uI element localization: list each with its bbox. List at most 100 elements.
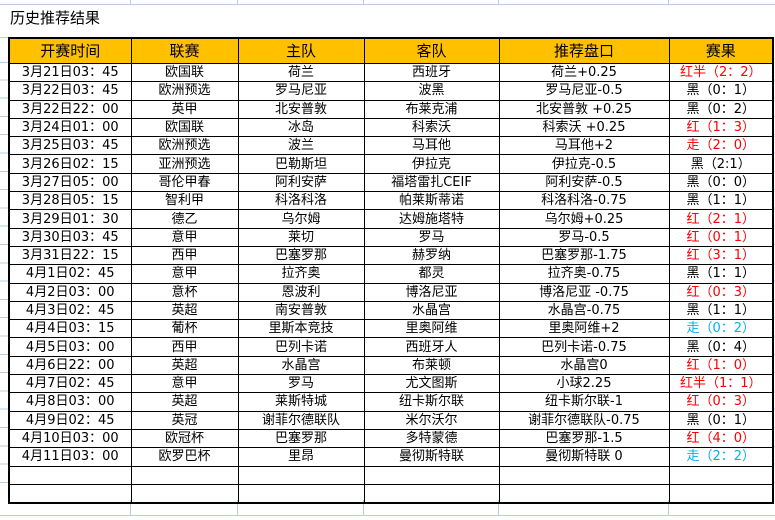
cell-result[interactable]: 黑（0：1） <box>668 81 774 101</box>
cell-result[interactable]: 黑（1：1） <box>668 300 774 321</box>
cell-league[interactable]: 欧国联 <box>130 117 239 138</box>
cell-away[interactable]: 都灵 <box>363 264 500 284</box>
cell-time[interactable]: 4月9日02：45 <box>8 410 132 430</box>
cell-home[interactable]: 南安普敦 <box>237 300 365 321</box>
cell-league[interactable]: 英超 <box>130 355 239 376</box>
cell-league[interactable]: 英超 <box>130 300 239 321</box>
cell-home[interactable]: 谢菲尔德联队 <box>237 410 365 430</box>
cell-home[interactable]: 恩波利 <box>237 282 365 302</box>
cell-league[interactable]: 亚洲预选 <box>130 154 239 174</box>
cell-empty[interactable] <box>130 483 239 504</box>
cell-empty[interactable] <box>363 483 500 504</box>
cell-time[interactable]: 4月7日02：45 <box>8 374 132 394</box>
cell-away[interactable]: 布莱克浦 <box>363 99 500 119</box>
cell-result[interactable]: 黑（0：2） <box>668 99 774 119</box>
cell-handicap[interactable]: 北安普敦 +0.25 <box>498 99 670 119</box>
cell-home[interactable]: 巴列卡诺 <box>237 337 365 357</box>
cell-time[interactable]: 4月5日03：00 <box>8 337 132 357</box>
cell-home[interactable]: 莱切 <box>237 227 365 247</box>
cell-home[interactable]: 科洛科洛 <box>237 191 365 211</box>
cell-handicap[interactable]: 纽卡斯尔联-1 <box>498 392 670 412</box>
cell-time[interactable]: 3月21日03：45 <box>8 62 132 83</box>
cell-home[interactable]: 荷兰 <box>237 62 365 83</box>
cell-time[interactable]: 3月30日03：45 <box>8 227 132 247</box>
cell-home[interactable]: 罗马尼亚 <box>237 81 365 101</box>
col-header-handicap[interactable]: 推荐盘口 <box>498 37 670 64</box>
cell-time[interactable]: 3月22日22：00 <box>8 99 132 119</box>
cell-league[interactable]: 意甲 <box>130 374 239 394</box>
cell-league[interactable]: 西甲 <box>130 337 239 357</box>
col-header-away[interactable]: 客队 <box>363 37 500 64</box>
cell-handicap[interactable]: 马耳他+2 <box>498 136 670 156</box>
cell-time[interactable]: 3月31日22：15 <box>8 245 132 266</box>
cell-result[interactable]: 黑（0：0） <box>668 172 774 193</box>
cell-home[interactable]: 巴塞罗那 <box>237 428 365 449</box>
cell-handicap[interactable]: 巴塞罗那-1.5 <box>498 428 670 449</box>
cell-away[interactable]: 马耳他 <box>363 136 500 156</box>
cell-away[interactable]: 布莱顿 <box>363 355 500 376</box>
cell-result[interactable]: 红（1：3） <box>668 117 774 138</box>
cell-away[interactable]: 科索沃 <box>363 117 500 138</box>
cell-away[interactable]: 罗马 <box>363 227 500 247</box>
cell-time[interactable]: 3月28日05：15 <box>8 191 132 211</box>
cell-away[interactable]: 伊拉克 <box>363 154 500 174</box>
cell-league[interactable]: 意甲 <box>130 227 239 247</box>
col-header-league[interactable]: 联赛 <box>130 37 239 64</box>
cell-result[interactable]: 走（2：2） <box>668 447 774 467</box>
cell-home[interactable]: 拉齐奥 <box>237 264 365 284</box>
cell-empty[interactable] <box>668 465 774 485</box>
cell-away[interactable]: 赫罗纳 <box>363 245 500 266</box>
cell-league[interactable]: 智利甲 <box>130 191 239 211</box>
cell-away[interactable]: 西班牙 <box>363 62 500 83</box>
cell-result[interactable]: 红半（1：1） <box>668 374 774 394</box>
cell-result[interactable]: 黑（2:1） <box>668 154 774 174</box>
cell-handicap[interactable]: 博洛尼亚 -0.75 <box>498 282 670 302</box>
cell-time[interactable]: 3月26日02：15 <box>8 154 132 174</box>
col-header-time[interactable]: 开赛时间 <box>8 37 132 64</box>
cell-handicap[interactable]: 科洛科洛-0.75 <box>498 191 670 211</box>
col-header-home[interactable]: 主队 <box>237 37 365 64</box>
cell-home[interactable]: 水晶宫 <box>237 355 365 376</box>
cell-time[interactable]: 3月29日01：30 <box>8 209 132 229</box>
cell-league[interactable]: 欧洲预选 <box>130 136 239 156</box>
cell-away[interactable]: 曼彻斯特联 <box>363 447 500 467</box>
cell-away[interactable]: 纽卡斯尔联 <box>363 392 500 412</box>
cell-result[interactable]: 走（2：0） <box>668 136 774 156</box>
cell-time[interactable]: 3月27日05：00 <box>8 172 132 193</box>
cell-home[interactable]: 巴勒斯坦 <box>237 154 365 174</box>
cell-handicap[interactable]: 伊拉克-0.5 <box>498 154 670 174</box>
cell-time[interactable]: 4月1日02：45 <box>8 264 132 284</box>
cell-time[interactable]: 4月11日03：00 <box>8 447 132 467</box>
cell-time[interactable]: 4月3日02：45 <box>8 300 132 321</box>
cell-away[interactable]: 水晶宫 <box>363 300 500 321</box>
cell-handicap[interactable]: 巴塞罗那-1.75 <box>498 245 670 266</box>
cell-empty[interactable] <box>668 483 774 504</box>
cell-handicap[interactable]: 里奥阿维+2 <box>498 319 670 339</box>
cell-away[interactable]: 博洛尼亚 <box>363 282 500 302</box>
cell-result[interactable]: 红（0：1） <box>668 227 774 247</box>
cell-league[interactable]: 欧罗巴杯 <box>130 447 239 467</box>
cell-time[interactable]: 3月22日03：45 <box>8 81 132 101</box>
cell-away[interactable]: 帕莱斯蒂诺 <box>363 191 500 211</box>
cell-handicap[interactable]: 罗马尼亚-0.5 <box>498 81 670 101</box>
cell-handicap[interactable]: 水晶宫0 <box>498 355 670 376</box>
cell-away[interactable]: 波黑 <box>363 81 500 101</box>
cell-away[interactable]: 里奥阿维 <box>363 319 500 339</box>
cell-home[interactable]: 波兰 <box>237 136 365 156</box>
cell-empty[interactable] <box>498 465 670 485</box>
cell-home[interactable]: 巴塞罗那 <box>237 245 365 266</box>
cell-away[interactable]: 西班牙人 <box>363 337 500 357</box>
cell-away[interactable]: 尤文图斯 <box>363 374 500 394</box>
cell-home[interactable]: 冰岛 <box>237 117 365 138</box>
cell-time[interactable]: 4月6日22：00 <box>8 355 132 376</box>
cell-empty[interactable] <box>237 465 365 485</box>
cell-empty[interactable] <box>498 483 670 504</box>
col-header-result[interactable]: 赛果 <box>668 37 774 64</box>
cell-result[interactable]: 红（0：3） <box>668 282 774 302</box>
cell-handicap[interactable]: 巴列卡诺-0.75 <box>498 337 670 357</box>
cell-league[interactable]: 欧冠杯 <box>130 428 239 449</box>
cell-result[interactable]: 红半（2：2） <box>668 62 774 83</box>
cell-time[interactable]: 4月4日03：15 <box>8 319 132 339</box>
cell-league[interactable]: 意杯 <box>130 282 239 302</box>
cell-time[interactable]: 3月25日03：45 <box>8 136 132 156</box>
